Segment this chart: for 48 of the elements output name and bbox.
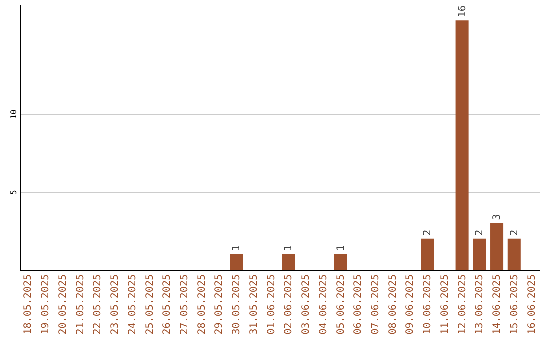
- data-label: 2: [509, 230, 520, 236]
- bar: [334, 254, 348, 270]
- x-tick-label: 23.05.2025: [110, 274, 122, 335]
- x-tick-label: 12.06.2025: [457, 274, 468, 335]
- x-tick-label: 14.06.2025: [492, 274, 504, 335]
- x-tick-label: 31.05.2025: [248, 274, 260, 335]
- x-tick-label: 13.06.2025: [474, 274, 486, 335]
- x-tick-label: 07.06.2025: [370, 274, 382, 335]
- x-tick-label: 30.05.2025: [232, 274, 243, 335]
- y-tick-label: 10: [10, 110, 18, 120]
- bar: [473, 238, 486, 270]
- data-label: 3: [492, 214, 504, 220]
- bar: [490, 223, 504, 270]
- x-tick-label: 21.05.2025: [75, 274, 86, 335]
- bar: [456, 20, 469, 270]
- x-tick-label: 09.06.2025: [405, 274, 416, 335]
- x-tick-label: 11.06.2025: [440, 274, 451, 335]
- x-tick-label: 24.05.2025: [127, 274, 138, 335]
- y-tick-label: 5: [10, 190, 18, 195]
- x-tick-label: 18.05.2025: [23, 274, 34, 335]
- x-tick-label: 22.05.2025: [92, 274, 104, 335]
- x-tick-label: 27.05.2025: [180, 274, 191, 335]
- data-label: 1: [336, 245, 347, 252]
- x-tick-label: 20.05.2025: [58, 274, 69, 335]
- data-label: 1: [232, 245, 243, 252]
- data-label: 2: [474, 230, 486, 236]
- x-tick-label: 05.06.2025: [336, 274, 347, 335]
- x-tick-label: 19.05.2025: [40, 274, 52, 335]
- x-tick-label: 01.06.2025: [266, 274, 278, 335]
- x-tick-label: 29.05.2025: [214, 274, 226, 335]
- x-tick-label: 08.06.2025: [388, 274, 399, 335]
- x-tick-label: 25.05.2025: [144, 274, 156, 335]
- x-tick-label: 16.06.2025: [526, 274, 538, 335]
- x-tick-label: 03.06.2025: [301, 274, 312, 335]
- x-tick-label: 04.06.2025: [318, 274, 330, 335]
- bar: [282, 254, 296, 270]
- data-label: 16: [457, 6, 468, 18]
- data-label: 1: [284, 245, 295, 252]
- data-label: 2: [422, 230, 434, 236]
- x-tick-label: 26.05.2025: [162, 274, 174, 335]
- x-tick-label: 02.06.2025: [284, 274, 295, 335]
- x-tick-label: 10.06.2025: [422, 274, 434, 335]
- bar: [421, 238, 434, 270]
- bar: [508, 238, 521, 270]
- x-tick-label: 15.06.2025: [509, 274, 520, 335]
- x-tick-label: 06.06.2025: [353, 274, 364, 335]
- x-tick-label: 28.05.2025: [196, 274, 208, 335]
- bar: [230, 254, 244, 270]
